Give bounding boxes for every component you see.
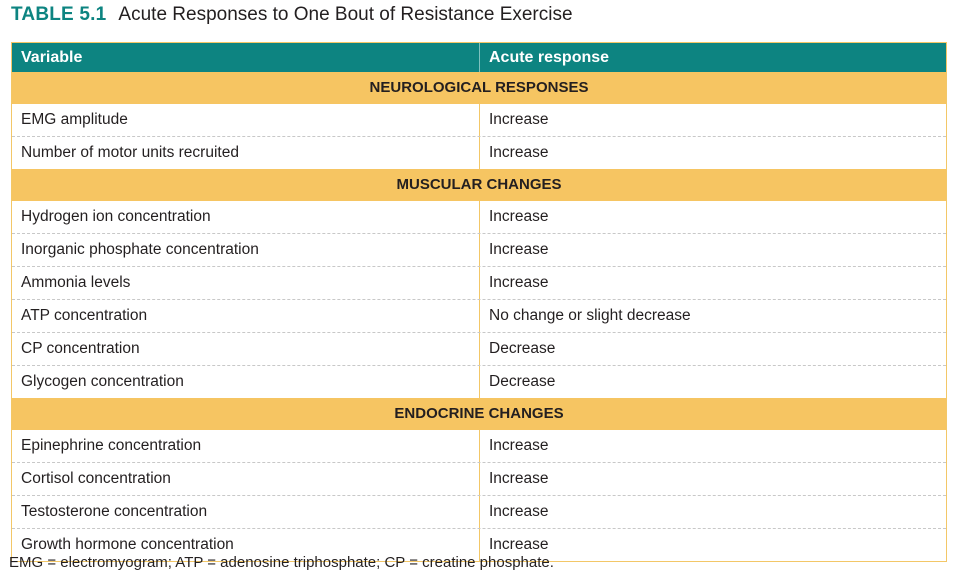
variable-cell: EMG amplitude [12, 104, 480, 136]
column-header-acute-response: Acute response [489, 49, 610, 66]
response-cell: Increase [489, 437, 549, 454]
table-row: Inorganic phosphate concentration Increa… [12, 234, 946, 267]
response-cell: Decrease [489, 340, 556, 357]
variable-cell: Testosterone concentration [12, 496, 480, 528]
table-header-row: Variable Acute response [12, 43, 946, 72]
variable-cell: Ammonia levels [12, 267, 480, 299]
variable-cell: ATP concentration [12, 300, 480, 332]
response-cell: Increase [489, 503, 549, 520]
response-cell: Increase [489, 536, 549, 553]
response-cell: Increase [489, 470, 549, 487]
table-row: Testosterone concentration Increase [12, 496, 946, 529]
section-header-endocrine: ENDOCRINE CHANGES [12, 398, 946, 430]
table-row: Cortisol concentration Increase [12, 463, 946, 496]
table-row: ATP concentration No change or slight de… [12, 300, 946, 333]
response-cell: Increase [489, 208, 549, 225]
table-number: TABLE 5.1 [11, 4, 107, 25]
table-title-row: TABLE 5.1 Acute Responses to One Bout of … [11, 4, 573, 30]
table-row: Glycogen concentration Decrease [12, 366, 946, 398]
table-row: Number of motor units recruited Increase [12, 137, 946, 169]
response-cell: Increase [489, 241, 549, 258]
table-row: Ammonia levels Increase [12, 267, 946, 300]
variable-cell: Epinephrine concentration [12, 430, 480, 462]
variable-cell: Inorganic phosphate concentration [12, 234, 480, 266]
response-cell: Increase [489, 274, 549, 291]
table-row: Epinephrine concentration Increase [12, 430, 946, 463]
variable-cell: CP concentration [12, 333, 480, 365]
section-header-muscular: MUSCULAR CHANGES [12, 169, 946, 201]
column-header-variable: Variable [12, 43, 480, 72]
response-cell: Decrease [489, 373, 556, 390]
variable-cell: Cortisol concentration [12, 463, 480, 495]
response-cell: No change or slight decrease [489, 307, 691, 324]
response-cell: Increase [489, 144, 549, 161]
variable-cell: Number of motor units recruited [12, 137, 480, 169]
variable-cell: Hydrogen ion concentration [12, 201, 480, 233]
table-title: Acute Responses to One Bout of Resistanc… [118, 4, 573, 25]
section-header-neurological: NEUROLOGICAL RESPONSES [12, 72, 946, 104]
table-row: Hydrogen ion concentration Increase [12, 201, 946, 234]
variable-cell: Growth hormone concentration [12, 529, 480, 561]
table-row: Growth hormone concentration Increase [12, 529, 946, 561]
table-row: EMG amplitude Increase [12, 104, 946, 137]
response-cell: Increase [489, 111, 549, 128]
table-row: CP concentration Decrease [12, 333, 946, 366]
variable-cell: Glycogen concentration [12, 366, 480, 398]
data-table: Variable Acute response NEUROLOGICAL RES… [11, 42, 947, 562]
table-footnote: EMG = electromyogram; ATP = adenosine tr… [9, 554, 554, 571]
